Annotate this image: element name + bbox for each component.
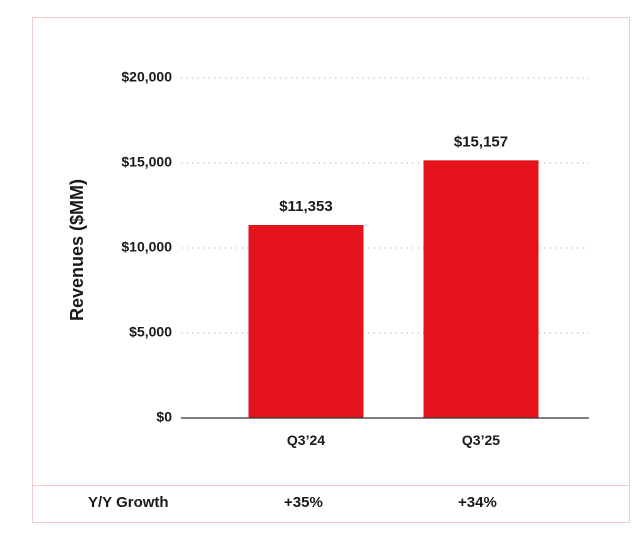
bar <box>248 224 364 418</box>
growth-value-q3-24: +35% <box>284 494 323 511</box>
growth-value-q3-25: +34% <box>458 494 497 511</box>
data-label: $11,353 <box>279 198 332 215</box>
y-tick-label: $0 <box>156 409 172 425</box>
bar <box>423 160 539 418</box>
table-divider <box>32 485 630 486</box>
x-tick-labels: Q3’24 Q3’25 <box>287 432 500 448</box>
y-tick-label: $15,000 <box>121 154 172 170</box>
bars <box>248 160 539 418</box>
gridlines <box>181 77 589 334</box>
x-tick-label: Q3’25 <box>462 432 500 448</box>
chart-frame <box>32 17 630 523</box>
y-tick-label: $5,000 <box>129 324 172 340</box>
x-tick-label: Q3’24 <box>287 432 325 448</box>
y-axis-title: Revenues ($MM) <box>67 179 87 321</box>
bar-chart: $0 $5,000 $10,000 $15,000 $20,000 $11,353 $15… <box>67 69 589 448</box>
growth-row-label: Y/Y Growth <box>88 494 169 511</box>
y-tick-label: $10,000 <box>121 239 172 255</box>
data-labels: $11,353 $15,157 <box>279 133 508 215</box>
data-label: $15,157 <box>454 133 508 150</box>
y-tick-labels: $0 $5,000 $10,000 $15,000 $20,000 <box>121 69 172 425</box>
y-tick-label: $20,000 <box>121 69 172 85</box>
